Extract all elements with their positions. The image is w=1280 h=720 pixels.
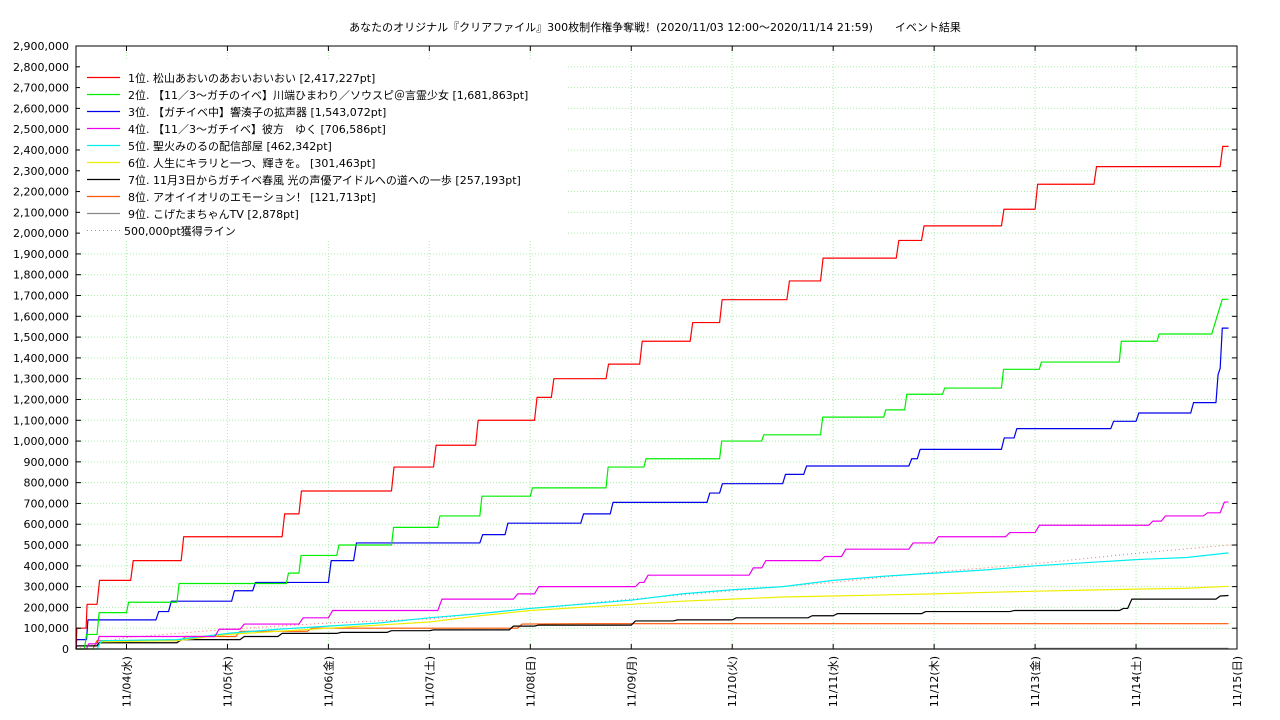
legend-label: 4位. 【11／3〜ガチイベ】彼方 ゆく [706,586pt]	[128, 122, 386, 136]
y-tick-label: 200,000	[24, 601, 70, 614]
y-tick-label: 500,000	[24, 539, 70, 552]
y-tick-label: 1,300,000	[13, 373, 69, 386]
y-tick-label: 2,700,000	[13, 82, 69, 95]
series-line-4	[76, 501, 1229, 650]
y-tick-label: 1,600,000	[13, 310, 69, 323]
y-tick-label: 2,800,000	[13, 61, 69, 74]
legend-label: 6位. 人生にキラリと一つ、輝きを。 [301,463pt]	[128, 156, 375, 170]
x-tick-label: 11/11(水)	[827, 656, 840, 707]
series-line-8	[76, 623, 1229, 650]
legend-label: 500,000pt獲得ライン	[124, 225, 236, 238]
y-tick-label: 1,800,000	[13, 269, 69, 282]
series-layer	[75, 145, 1229, 650]
axes: 0 100,000 200,000 300,000 400,000 500,000 600,…	[13, 40, 1244, 707]
y-tick-label: 1,400,000	[13, 352, 69, 365]
y-tick-label: 2,500,000	[13, 123, 69, 136]
y-tick-label: 1,100,000	[13, 414, 69, 427]
x-tick-label: 11/14(土)	[1130, 656, 1143, 707]
y-tick-label: 2,600,000	[13, 102, 69, 115]
y-tick-label: 1,000,000	[13, 435, 69, 448]
y-tick-label: 2,900,000	[13, 40, 69, 53]
x-tick-label: 11/08(日)	[524, 656, 537, 707]
series-line-6	[76, 585, 1229, 650]
x-tick-label: 11/04(水)	[120, 656, 133, 707]
legend-label: 7位. 11月3日からガチイベ春風 光の声優アイドルへの道への一歩 [257,1…	[128, 173, 521, 187]
x-tick-label: 11/10(火)	[726, 656, 739, 707]
x-tick-label: 11/15(日)	[1231, 656, 1244, 707]
y-tick-label: 1,500,000	[13, 331, 69, 344]
x-tick-label: 11/05(木)	[221, 656, 234, 707]
legend-label: 5位. 聖火みのるの配信部屋 [462,342pt]	[128, 139, 332, 153]
plot-frame	[75, 45, 1238, 650]
legend-label: 9位. こげたまちゃんTV [2,878pt]	[128, 207, 299, 221]
y-tick-label: 600,000	[24, 518, 70, 531]
y-tick-label: 300,000	[24, 581, 70, 594]
legend-label: 2位. 【11／3〜ガチのイベ】川端ひまわり／ソウスピ＠言霊少女 [1,681,…	[128, 88, 528, 102]
y-tick-label: 0	[62, 643, 69, 656]
legend-label: 8位. アオイイオリのエモーション！ [121,713pt]	[128, 190, 376, 204]
series-line-7	[75, 594, 1229, 650]
x-tick-label: 11/13(金)	[1028, 656, 1042, 707]
x-tick-label: 11/12(木)	[928, 656, 941, 707]
y-tick-label: 1,700,000	[13, 290, 69, 303]
y-tick-label: 2,200,000	[13, 186, 69, 199]
legend-box	[80, 61, 568, 241]
y-tick-label: 800,000	[24, 477, 70, 490]
y-tick-label: 700,000	[24, 497, 70, 510]
y-tick-label: 1,200,000	[13, 393, 69, 406]
y-tick-label: 100,000	[24, 622, 70, 635]
x-tick-label: 11/06(金)	[321, 656, 335, 707]
legend: 1位. 松山あおいのあおいおいおい [2,417,227pt] 2位. 【11／3…	[80, 61, 568, 241]
y-tick-label: 900,000	[24, 456, 70, 469]
x-tick-label: 11/09(月)	[625, 656, 638, 707]
y-tick-label: 2,300,000	[13, 165, 69, 178]
series-line-2	[76, 298, 1229, 650]
legend-label: 3位. 【ガチイベ中】響湊子の拡声器 [1,543,072pt]	[128, 105, 386, 119]
series-line-3	[75, 327, 1229, 650]
legend-label: 1位. 松山あおいのあおいおいおい [2,417,227pt]	[128, 71, 375, 85]
y-tick-label: 2,000,000	[13, 227, 69, 240]
chart-title: あなたのオリジナル『クリアファイル』300枚制作権争奪戦！(2020/11/03…	[349, 20, 961, 34]
series-line-1	[75, 145, 1229, 650]
y-tick-label: 1,900,000	[13, 248, 69, 261]
x-tick-label: 11/07(土)	[423, 656, 436, 707]
y-tick-label: 2,400,000	[13, 144, 69, 157]
series-line-5	[76, 552, 1229, 650]
y-tick-label: 400,000	[24, 560, 70, 573]
y-tick-label: 2,100,000	[13, 206, 69, 219]
